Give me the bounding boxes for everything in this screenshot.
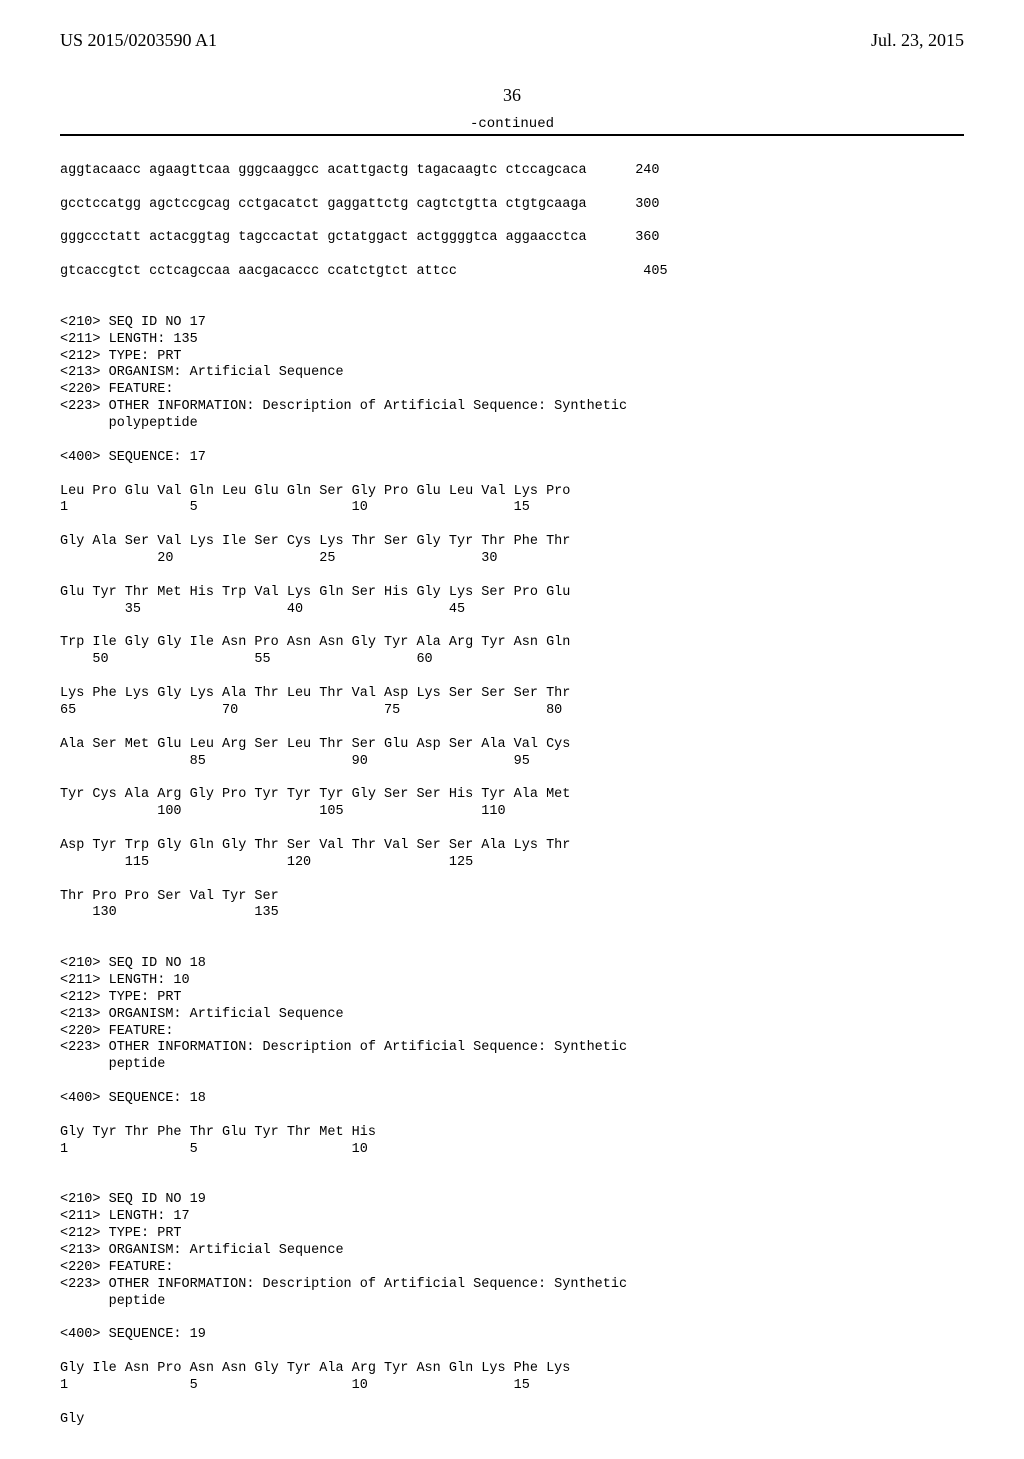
aa-line: Gly Ile Asn Pro Asn Asn Gly Tyr Ala Arg … [60, 1361, 570, 1376]
seq-header-line: <213> ORGANISM: Artificial Sequence [60, 365, 344, 380]
seq-header-line: <212> TYPE: PRT [60, 1226, 182, 1241]
num-line: 100 105 110 [60, 804, 506, 819]
seq-header-line: <211> LENGTH: 135 [60, 332, 198, 347]
seq-header-line: <220> FEATURE: [60, 1024, 173, 1039]
num-line: 130 135 [60, 905, 279, 920]
aa-line: Asp Tyr Trp Gly Gln Gly Thr Ser Val Thr … [60, 838, 570, 853]
seq-header-line: <211> LENGTH: 10 [60, 973, 190, 988]
dna-line: gggccctatt actacggtag tagccactat gctatgg… [60, 230, 660, 245]
publication-number: US 2015/0203590 A1 [60, 30, 217, 51]
num-line: 1 5 10 15 [60, 500, 530, 515]
num-line: 35 40 45 [60, 602, 465, 617]
page-header: US 2015/0203590 A1 Jul. 23, 2015 [60, 30, 964, 51]
seq-header-line: <210> SEQ ID NO 18 [60, 956, 206, 971]
aa-line: Leu Pro Glu Val Gln Leu Glu Gln Ser Gly … [60, 484, 570, 499]
publication-date: Jul. 23, 2015 [871, 30, 964, 51]
seq-header-line: <223> OTHER INFORMATION: Description of … [60, 1040, 627, 1055]
aa-line: Glu Tyr Thr Met His Trp Val Lys Gln Ser … [60, 585, 570, 600]
horizontal-rule-top [60, 134, 964, 136]
seq-header-line: <213> ORGANISM: Artificial Sequence [60, 1007, 344, 1022]
sequence-listing: aggtacaacc agaagttcaa gggcaaggcc acattga… [60, 146, 964, 1429]
seq-header-line: <220> FEATURE: [60, 382, 173, 397]
aa-line: Gly Tyr Thr Phe Thr Glu Tyr Thr Met His [60, 1125, 376, 1140]
num-line: 85 90 95 [60, 754, 530, 769]
seq-header-line: <213> ORGANISM: Artificial Sequence [60, 1243, 344, 1258]
aa-line: Tyr Cys Ala Arg Gly Pro Tyr Tyr Tyr Gly … [60, 787, 570, 802]
seq-label: <400> SEQUENCE: 18 [60, 1091, 206, 1106]
aa-line: Gly [60, 1412, 84, 1427]
num-line: 50 55 60 [60, 652, 433, 667]
dna-line: aggtacaacc agaagttcaa gggcaaggcc acattga… [60, 163, 660, 178]
continued-label: -continued [60, 116, 964, 132]
seq-header-line: <210> SEQ ID NO 17 [60, 315, 206, 330]
num-line: 65 70 75 80 [60, 703, 562, 718]
seq-header-line: <220> FEATURE: [60, 1260, 173, 1275]
seq-header-line: peptide [60, 1294, 165, 1309]
aa-line: Ala Ser Met Glu Leu Arg Ser Leu Thr Ser … [60, 737, 570, 752]
aa-line: Lys Phe Lys Gly Lys Ala Thr Leu Thr Val … [60, 686, 570, 701]
num-line: 1 5 10 [60, 1142, 368, 1157]
seq-header-line: <210> SEQ ID NO 19 [60, 1192, 206, 1207]
aa-line: Trp Ile Gly Gly Ile Asn Pro Asn Asn Gly … [60, 635, 570, 650]
seq-header-line: peptide [60, 1057, 165, 1072]
seq-label: <400> SEQUENCE: 19 [60, 1327, 206, 1342]
seq-header-line: <223> OTHER INFORMATION: Description of … [60, 399, 627, 414]
dna-line: gcctccatgg agctccgcag cctgacatct gaggatt… [60, 197, 660, 212]
num-line: 20 25 30 [60, 551, 497, 566]
num-line: 1 5 10 15 [60, 1378, 530, 1393]
seq-label: <400> SEQUENCE: 17 [60, 450, 206, 465]
seq-header-line: <223> OTHER INFORMATION: Description of … [60, 1277, 627, 1292]
seq-header-line: polypeptide [60, 416, 198, 431]
page-container: US 2015/0203590 A1 Jul. 23, 2015 36 -con… [0, 0, 1024, 1459]
num-line: 115 120 125 [60, 855, 473, 870]
page-number: 36 [60, 85, 964, 106]
aa-line: Thr Pro Pro Ser Val Tyr Ser [60, 889, 279, 904]
seq-header-line: <212> TYPE: PRT [60, 349, 182, 364]
dna-line: gtcaccgtct cctcagccaa aacgacaccc ccatctg… [60, 264, 668, 279]
seq-header-line: <212> TYPE: PRT [60, 990, 182, 1005]
seq-header-line: <211> LENGTH: 17 [60, 1209, 190, 1224]
aa-line: Gly Ala Ser Val Lys Ile Ser Cys Lys Thr … [60, 534, 570, 549]
